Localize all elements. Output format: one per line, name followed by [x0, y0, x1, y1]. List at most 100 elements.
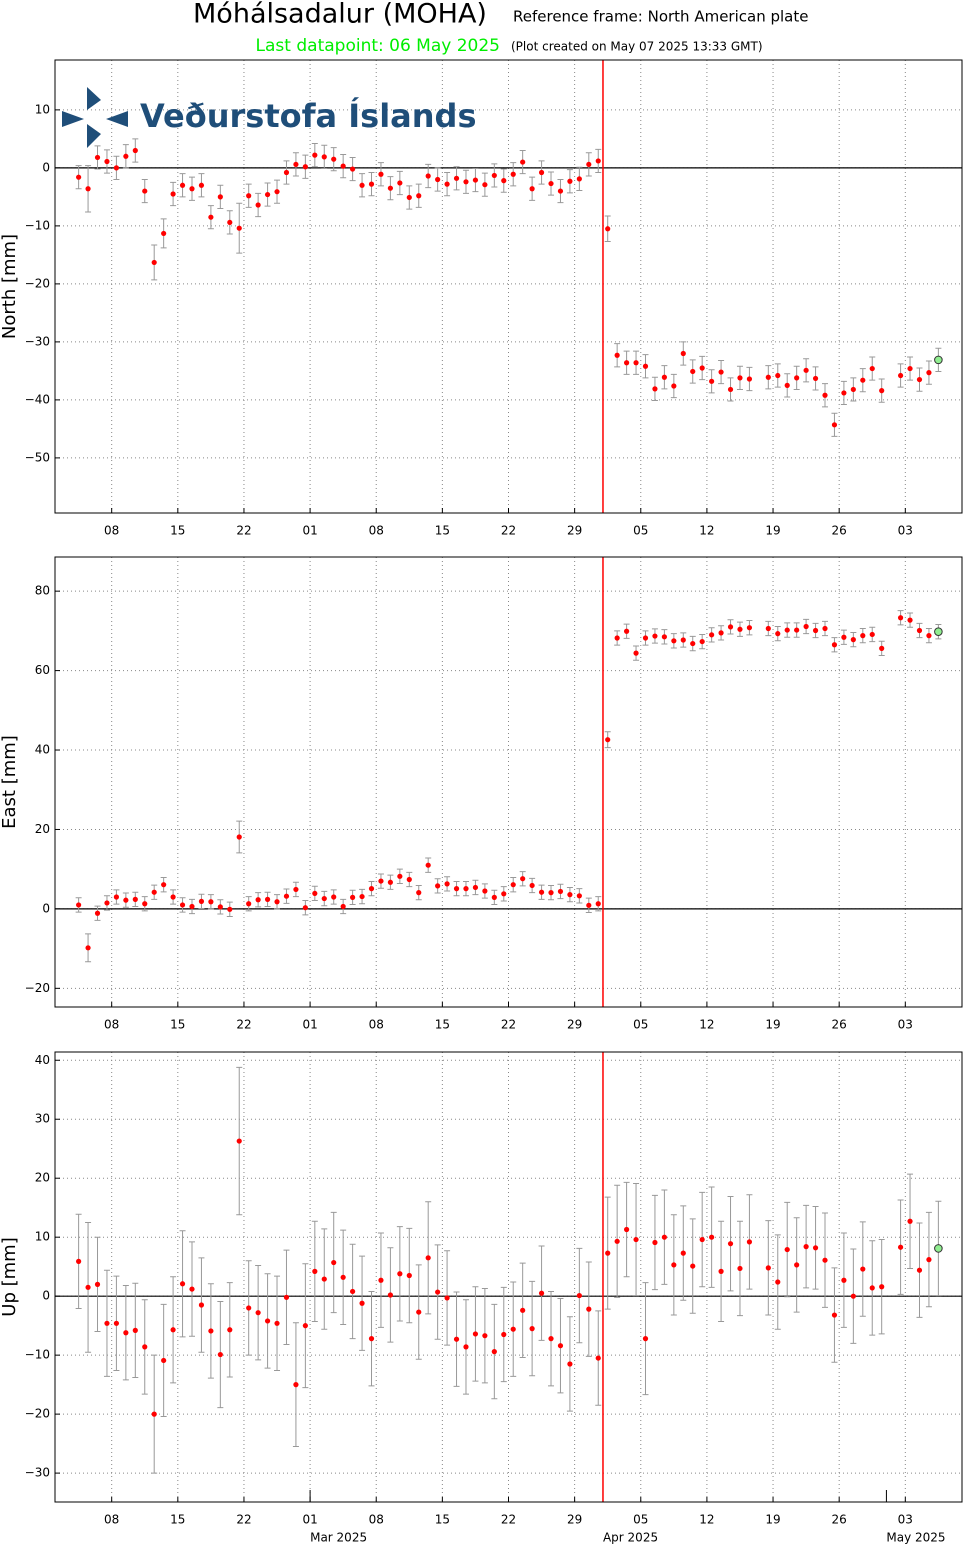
data-point: [501, 178, 507, 184]
data-point: [340, 1274, 346, 1280]
x-tick-label: 08: [104, 1018, 119, 1032]
y-tick-label: 80: [35, 584, 50, 598]
data-point: [76, 902, 82, 908]
data-point: [548, 890, 554, 896]
x-tick-label: 29: [567, 524, 582, 538]
data-point: [208, 899, 214, 905]
data-point: [491, 894, 497, 900]
data-point: [576, 1292, 582, 1299]
data-point: [567, 178, 573, 184]
x-tick-label: 19: [765, 1513, 780, 1527]
data-point: [812, 1245, 819, 1251]
x-tick-label: 15: [170, 524, 185, 538]
data-point: [595, 158, 601, 164]
data-point: [907, 1218, 913, 1224]
data-point: [255, 897, 261, 903]
data-point: [482, 182, 488, 188]
x-tick-label: 08: [369, 1513, 384, 1527]
data-point: [274, 899, 280, 905]
x-tick-label: 22: [236, 524, 251, 538]
data-point: [529, 882, 535, 889]
data-point: [595, 1355, 601, 1361]
y-tick-label: 0: [42, 160, 50, 174]
data-point: [812, 627, 819, 634]
x-tick-label: 12: [699, 1018, 714, 1032]
data-point: [510, 882, 516, 888]
data-point: [557, 188, 564, 194]
x-tick-label: 08: [104, 1513, 119, 1527]
data-point: [831, 642, 838, 648]
data-point: [312, 1268, 318, 1274]
data-point: [302, 164, 308, 170]
data-point: [482, 888, 488, 894]
data-point: [907, 365, 913, 372]
data-point: [179, 902, 186, 908]
data-point: [605, 1250, 611, 1256]
data-point: [387, 185, 394, 191]
data-point: [699, 1236, 705, 1243]
data-point: [605, 737, 611, 743]
data-point: [746, 376, 753, 382]
data-point: [198, 898, 205, 904]
data-point: [661, 1234, 667, 1240]
y-tick-label: −50: [25, 450, 50, 464]
data-point: [633, 360, 639, 366]
data-point: [368, 181, 375, 187]
data-point: [775, 631, 781, 637]
data-point: [576, 893, 582, 899]
data-point: [897, 1244, 904, 1250]
data-point: [368, 1336, 375, 1342]
y-tick-label: −40: [25, 392, 50, 406]
data-point: [642, 1336, 649, 1342]
x-tick-label: 15: [435, 524, 450, 538]
data-point: [123, 1330, 129, 1336]
data-point: [737, 1265, 743, 1272]
data-point: [113, 165, 120, 171]
data-point: [104, 158, 110, 165]
data-point: [520, 876, 526, 882]
x-tick-label: 08: [369, 524, 384, 538]
data-point: [879, 1284, 885, 1290]
x-tick-label: 15: [170, 1018, 185, 1032]
plot-frame: [54, 1051, 963, 1503]
data-point: [227, 1327, 233, 1333]
data-point: [652, 633, 658, 639]
data-point: [444, 181, 450, 187]
data-point: [132, 1327, 138, 1333]
data-point: [614, 352, 620, 358]
data-point: [491, 172, 497, 179]
data-point: [217, 904, 223, 910]
data-point: [359, 182, 365, 188]
data-point: [850, 386, 856, 393]
data-point: [85, 945, 91, 951]
data-point: [822, 625, 828, 632]
data-point: [444, 1295, 450, 1301]
data-point: [236, 1138, 242, 1144]
data-point: [189, 1286, 195, 1292]
data-point: [860, 377, 866, 383]
y-tick-label: −30: [25, 1466, 50, 1480]
data-point: [76, 1258, 82, 1264]
data-point: [406, 876, 412, 883]
x-tick-label: 05: [633, 1018, 648, 1032]
data-point: [198, 182, 205, 188]
data-point: [879, 388, 885, 394]
y-tick-label: 0: [42, 901, 50, 915]
data-point: [208, 1328, 214, 1334]
data-point: [378, 1277, 384, 1283]
data-point: [94, 1281, 101, 1287]
x-tick-label: 26: [832, 1513, 847, 1527]
data-point: [472, 1331, 479, 1337]
logo-arrow: [87, 124, 101, 148]
data-point: [538, 889, 545, 895]
reference-frame: Reference frame: North American plate: [513, 8, 808, 26]
data-point: [416, 1309, 422, 1315]
data-point: [368, 886, 375, 892]
data-point: [869, 365, 875, 372]
data-point: [784, 1246, 790, 1253]
y-tick-label: −20: [25, 981, 50, 995]
data-point: [737, 375, 743, 381]
data-point: [453, 1336, 460, 1342]
data-point: [765, 625, 771, 632]
data-point: [623, 360, 630, 366]
